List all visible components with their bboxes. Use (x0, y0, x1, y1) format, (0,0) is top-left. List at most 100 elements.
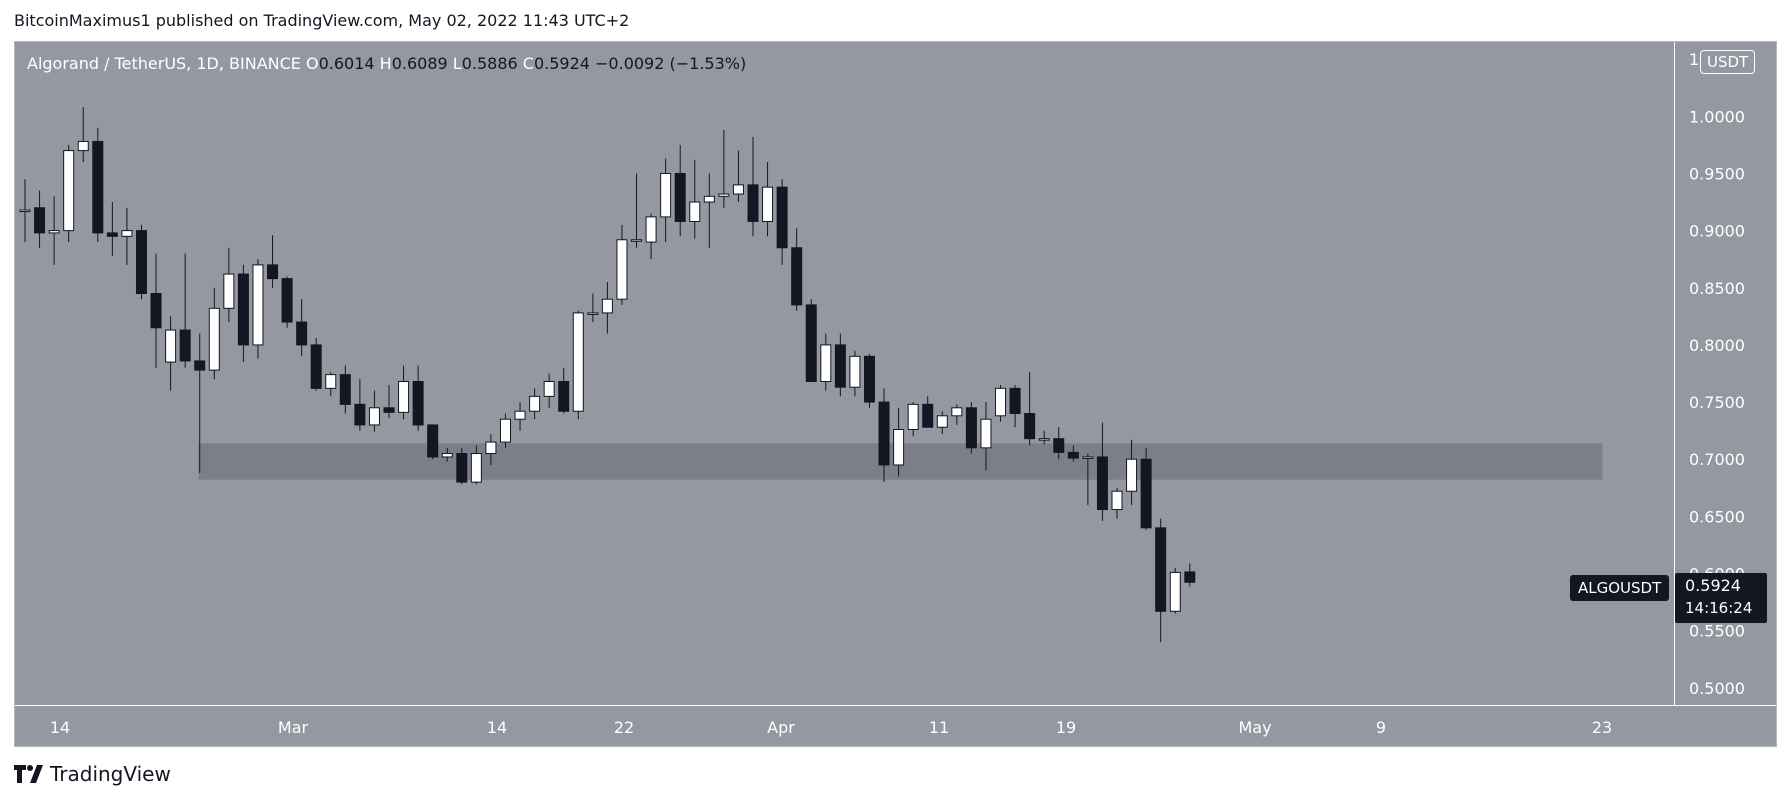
publisher-caption: BitcoinMaximus1 published on TradingView… (14, 11, 630, 30)
price-tick-label: 0.5500 (1689, 622, 1745, 641)
high-label: H (379, 54, 392, 73)
tradingview-logo[interactable]: TradingView (14, 762, 171, 786)
candle-body (252, 264, 264, 346)
candle-body (674, 172, 686, 222)
candle-body (325, 374, 337, 389)
candle-body (441, 453, 453, 458)
candle-body (92, 140, 104, 234)
close-value: 0.5924 (533, 54, 590, 73)
time-tick-label: 9 (1376, 718, 1386, 737)
candle-body (645, 216, 657, 243)
time-axis[interactable] (15, 705, 1776, 746)
candle-body (354, 403, 366, 426)
candle-body (965, 407, 977, 449)
open-label: O (305, 54, 319, 73)
time-tick-label: Apr (767, 718, 795, 737)
close-label: C (522, 54, 534, 73)
candle-body (805, 304, 817, 383)
candle-body (398, 381, 410, 413)
candle-body (267, 264, 279, 280)
candle-body (383, 407, 395, 413)
candle-body (951, 407, 963, 417)
time-tick-label: 14 (50, 718, 70, 737)
candle-body (19, 209, 31, 213)
candle-body (165, 329, 177, 363)
high-value: 0.6089 (391, 54, 448, 73)
candle-body (514, 410, 526, 420)
candle-body (703, 195, 715, 203)
candle-body (1111, 490, 1123, 511)
candle-body (34, 207, 46, 234)
candle-body (427, 424, 439, 458)
time-tick-label: May (1238, 718, 1271, 737)
candle-body (631, 239, 643, 242)
bar-countdown: 14:16:24 (1685, 599, 1753, 617)
candle-body (310, 344, 322, 389)
candle-body (907, 403, 919, 431)
candle-body (718, 193, 730, 197)
price-tick-label: 0.7500 (1689, 393, 1745, 412)
tradingview-logo-icon (14, 765, 43, 783)
candle-body (849, 355, 861, 388)
price-tick-label: 0.8500 (1689, 279, 1745, 298)
candle-body (1067, 451, 1079, 459)
candle-body (616, 239, 628, 300)
candle-body (572, 312, 584, 412)
candle-body (296, 321, 308, 346)
time-tick-label: 14 (487, 718, 507, 737)
last-price-symbol-label: ALGOUSDT (1570, 575, 1670, 601)
candle-body (587, 312, 599, 315)
candle-body (980, 418, 992, 449)
candle-body (791, 247, 803, 306)
price-tick-label: 0.7000 (1689, 450, 1745, 469)
candle-body (456, 453, 468, 483)
candle-body (223, 273, 235, 309)
candle-body (1009, 387, 1021, 415)
candle-body (179, 329, 191, 362)
candle-body (1126, 458, 1138, 492)
candle-body (543, 381, 555, 397)
candle-body (558, 381, 570, 412)
candle-body (368, 407, 380, 426)
candle-body (1096, 456, 1108, 511)
candle-body (820, 344, 832, 383)
candle-body (77, 140, 89, 152)
candle-body (689, 201, 701, 222)
time-tick-label: 23 (1592, 718, 1612, 737)
price-tick-label: 0.8000 (1689, 336, 1745, 355)
time-tick-label: 22 (614, 718, 634, 737)
time-tick-label: 19 (1056, 718, 1076, 737)
price-tick-label: 0.5000 (1689, 679, 1745, 698)
candle-body (1053, 438, 1065, 453)
change-value: −0.0092 (−1.53%) (595, 54, 747, 73)
symbol-name: Algorand / TetherUS, 1D, BINANCE (27, 54, 301, 73)
tradingview-wordmark: TradingView (50, 762, 171, 786)
low-value: 0.5886 (461, 54, 518, 73)
candle-body (63, 150, 75, 232)
candle-body (281, 278, 293, 323)
candle-body (121, 230, 133, 237)
candle-body (1155, 527, 1167, 612)
open-value: 0.6014 (318, 54, 375, 73)
candle-body (747, 184, 759, 222)
candle-body (208, 307, 220, 371)
candle-body (893, 429, 905, 466)
last-price-tag: 0.5924 14:16:24 (1675, 573, 1767, 623)
candle-body (878, 401, 890, 466)
candle-body (470, 453, 482, 483)
candle-body (106, 232, 118, 237)
candle-body (48, 230, 60, 234)
candle-body (660, 172, 672, 218)
last-price-value: 0.5924 (1685, 576, 1741, 595)
candle-body (936, 415, 948, 428)
candle-body (732, 184, 744, 195)
currency-badge[interactable]: USDT (1700, 50, 1756, 74)
candle-body (150, 292, 162, 329)
candle-body (194, 360, 206, 371)
time-tick-label: Mar (278, 718, 309, 737)
candle-body (1140, 458, 1152, 529)
candle-body (776, 186, 788, 249)
symbol-legend: Algorand / TetherUS, 1D, BINANCE O0.6014… (27, 54, 746, 73)
candle-body (1184, 571, 1196, 583)
